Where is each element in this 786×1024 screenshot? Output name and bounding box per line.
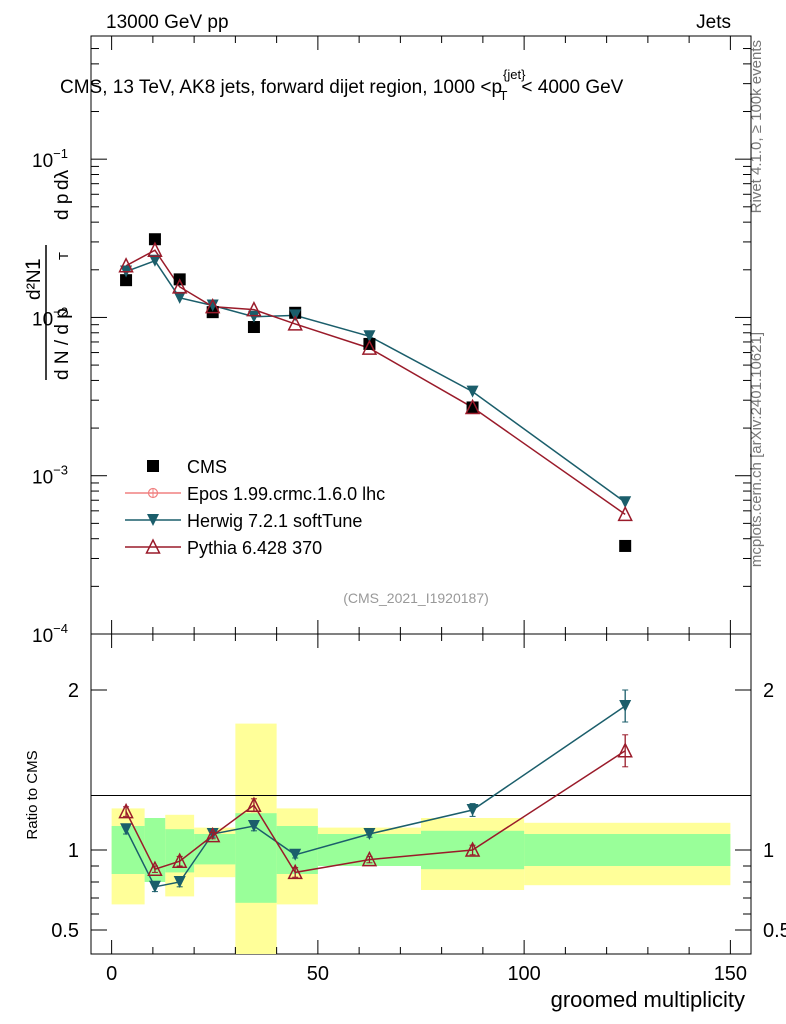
y-tick-label: 10−3 bbox=[32, 463, 68, 489]
legend-marker-herwig bbox=[147, 514, 159, 526]
legend-label-epos: Epos 1.99.crmc.1.6.0 lhc bbox=[187, 484, 385, 504]
herwig-ratio-point bbox=[148, 880, 161, 893]
herwig-ratio-point bbox=[619, 700, 632, 712]
main-y-ticks: 10−1 10−2 10−3 10−4 bbox=[32, 48, 751, 647]
ratio-x-ticks: 0 50 100 150 bbox=[106, 634, 747, 985]
y-label-dlambda: dλ bbox=[52, 169, 73, 190]
pythia-point bbox=[464, 398, 481, 415]
chart-title-subscript: T bbox=[499, 88, 507, 103]
legend-label-cms: CMS bbox=[187, 457, 227, 477]
pythia-ratio-point bbox=[147, 860, 163, 876]
ratio-y-axis-label: Ratio to CMS bbox=[24, 750, 41, 839]
herwig-point bbox=[206, 299, 219, 312]
energy-label: 13000 GeV pp bbox=[106, 12, 229, 33]
pythia-point bbox=[246, 300, 262, 317]
y-tick-label: 10−4 bbox=[32, 621, 68, 647]
herwig-point bbox=[148, 254, 161, 267]
ratio-y-tick-label: 1 bbox=[68, 840, 79, 862]
cms-point bbox=[120, 274, 133, 287]
herwig-point bbox=[466, 385, 479, 398]
x-tick-label: 0 bbox=[106, 963, 117, 985]
category-label: Jets bbox=[696, 12, 731, 33]
herwig-point bbox=[619, 496, 632, 509]
herwig-point bbox=[363, 330, 376, 343]
pythia-ratio-point bbox=[617, 742, 633, 758]
pythia-point bbox=[118, 257, 134, 273]
chart-title-suffix: < 4000 GeV bbox=[521, 77, 623, 98]
pythia-point bbox=[171, 278, 188, 294]
chart-title: CMS, 13 TeV, AK8 jets, forward dijet reg… bbox=[60, 67, 624, 103]
cms-point bbox=[148, 233, 161, 246]
cms-point bbox=[247, 321, 260, 334]
x-tick-label: 150 bbox=[714, 963, 747, 985]
y-tick-label: 10−1 bbox=[32, 146, 68, 172]
main-y-axis-label: 1 d N / d p d²N T d p dλ bbox=[22, 169, 73, 380]
main-x-ticks bbox=[111, 36, 731, 634]
ratio-y-tick-label-right: 0.5 bbox=[763, 920, 786, 942]
ratio-y-tick-label: 0.5 bbox=[51, 920, 79, 942]
mcplots-label: mcplots.cern.ch [arXiv:2401.10621] bbox=[748, 332, 765, 567]
x-tick-label: 100 bbox=[507, 963, 540, 985]
ratio-y-tick-label-right: 1 bbox=[763, 840, 774, 862]
legend-marker-cms bbox=[147, 460, 159, 472]
pythia-line bbox=[125, 249, 626, 515]
cms-point bbox=[466, 401, 479, 414]
y-label-frac: 1 bbox=[22, 258, 45, 270]
pythia-point bbox=[361, 339, 378, 355]
y-label-denominator: d N / d p bbox=[52, 308, 73, 380]
herwig-ratio-point bbox=[466, 804, 479, 816]
y-label-numerator: d²N bbox=[24, 269, 45, 300]
herwig-ratio-point bbox=[363, 828, 376, 840]
legend-label-herwig: Herwig 7.2.1 softTune bbox=[187, 511, 362, 531]
y-label-sub: T bbox=[56, 252, 71, 260]
pythia-ratio-point bbox=[204, 826, 221, 843]
herwig-point bbox=[173, 291, 186, 304]
chart-title-prefix: CMS, 13 TeV, AK8 jets, forward dijet reg… bbox=[60, 77, 502, 98]
ratio-series-group bbox=[118, 689, 633, 893]
pythia-ratio-point bbox=[246, 796, 262, 812]
pythia-point bbox=[287, 315, 303, 331]
y-tick-label: 10−2 bbox=[32, 304, 68, 330]
pythia-point bbox=[204, 297, 221, 314]
y-label-dpt: d p bbox=[52, 194, 73, 220]
pythia-ratio-point bbox=[118, 802, 134, 819]
analysis-watermark: (CMS_2021_I1920187) bbox=[343, 590, 489, 606]
rivet-version-label: Rivet 4.1.0, ≥ 100k events bbox=[748, 40, 765, 213]
x-tick-label: 50 bbox=[307, 963, 329, 985]
legend: CMS Epos 1.99.crmc.1.6.0 lhc Herwig 7.2.1 … bbox=[125, 457, 385, 558]
x-axis-label: groomed multiplicity bbox=[551, 987, 745, 1012]
legend-marker-epos bbox=[147, 487, 159, 499]
ratio-panel-frame bbox=[90, 633, 752, 955]
legend-marker-pythia bbox=[145, 538, 161, 554]
herwig-point bbox=[247, 310, 260, 323]
herwig-ratio-point bbox=[289, 848, 302, 861]
band-stat-bin bbox=[144, 818, 166, 882]
herwig-ratio-point bbox=[247, 820, 260, 832]
pythia-ratio-point bbox=[287, 863, 303, 880]
herwig-ratio-point bbox=[173, 876, 186, 888]
chart-title-superscript: {jet} bbox=[503, 67, 526, 82]
cms-point bbox=[619, 539, 632, 552]
ratio-y-tick-label: 2 bbox=[68, 680, 79, 702]
ratio-y-ticks: 0.5 0.5 1 1 2 2 bbox=[51, 680, 786, 942]
pythia-ratio-point bbox=[171, 852, 188, 868]
legend-label-pythia: Pythia 6.428 370 bbox=[187, 538, 322, 558]
pythia-point bbox=[617, 505, 633, 522]
main-series-group bbox=[118, 233, 633, 552]
ratio-y-tick-label-right: 2 bbox=[763, 680, 774, 702]
pythia-point bbox=[147, 241, 163, 257]
pythia-ratio-point bbox=[464, 841, 481, 857]
pythia-ratio-point bbox=[361, 850, 378, 867]
herwig-ratio-point bbox=[120, 823, 133, 836]
band-stat-bin bbox=[524, 834, 731, 866]
